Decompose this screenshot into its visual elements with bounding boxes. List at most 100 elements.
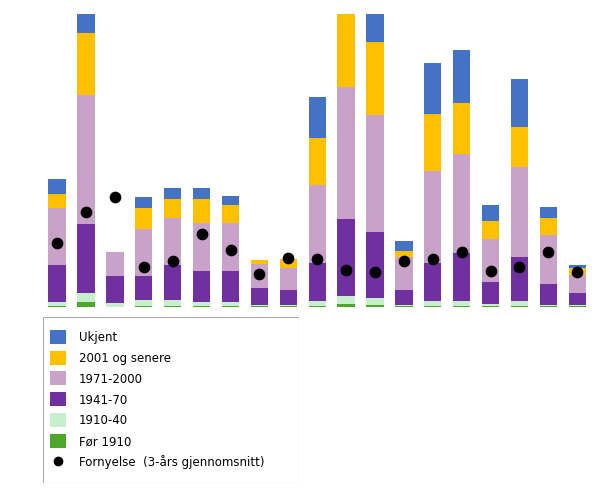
Bar [135,306,152,307]
Bar [106,304,124,307]
Bar [540,208,557,219]
Bar [309,139,326,186]
Bar [337,88,355,220]
Bar [77,294,95,303]
Point [399,258,409,265]
Bar [511,80,528,127]
Bar [453,306,470,307]
Bar [51,330,66,344]
Point [572,269,582,277]
Bar [424,63,442,115]
Bar [453,254,470,302]
Bar [367,0,384,42]
Bar [77,34,95,96]
Bar [135,229,152,277]
Point [457,249,467,257]
Bar [424,306,442,307]
Bar [453,302,470,306]
Bar [511,127,528,168]
Bar [251,305,268,307]
Bar [135,301,152,306]
Bar [222,302,239,306]
Bar [48,302,66,306]
Bar [193,224,210,271]
Bar [48,209,66,265]
Bar [309,306,326,307]
Bar [222,205,239,224]
Bar [193,271,210,302]
Point [254,270,264,278]
Bar [77,224,95,294]
Bar [540,235,557,285]
Bar [367,305,384,307]
Bar [51,371,66,386]
Bar [482,304,499,307]
Bar [48,194,66,209]
Bar [164,306,181,307]
Bar [48,306,66,307]
Bar [222,271,239,302]
Bar [164,200,181,218]
Bar [395,305,412,307]
Bar [395,242,412,252]
Text: 1971-2000: 1971-2000 [79,372,143,385]
Bar [540,305,557,307]
Bar [569,305,586,307]
Bar [367,42,384,116]
Bar [540,285,557,305]
Bar [309,263,326,302]
Bar [51,392,66,407]
Bar [279,305,297,307]
Point [312,256,322,264]
Bar [337,0,355,5]
Bar [569,293,586,305]
Bar [367,299,384,305]
Bar [309,302,326,306]
Bar [337,5,355,88]
Point [197,230,207,238]
Bar [395,290,412,305]
Bar [135,198,152,209]
Bar [106,253,124,276]
Point [486,268,495,276]
Bar [511,168,528,258]
Point [544,249,553,257]
Point [81,208,91,216]
Bar [337,305,355,307]
Bar [482,205,499,222]
Text: 1941-70: 1941-70 [79,393,128,406]
Point [284,254,293,262]
Point [428,256,437,264]
Bar [222,306,239,307]
Bar [511,306,528,307]
Bar [453,51,470,104]
Bar [48,180,66,194]
Bar [337,220,355,296]
Bar [135,277,152,301]
Bar [367,233,384,299]
Bar [222,224,239,271]
Text: 1910-40: 1910-40 [79,414,127,427]
Bar [193,189,210,200]
Bar [569,266,586,268]
Bar [395,252,412,257]
Bar [51,434,66,448]
Bar [51,413,66,427]
Bar [251,288,268,305]
Text: Fornyelse  (3-års gjennomsnitt): Fornyelse (3-års gjennomsnitt) [79,455,264,468]
Point [341,267,351,275]
Bar [51,351,66,365]
Bar [193,306,210,307]
Point [370,269,380,277]
Bar [482,282,499,304]
Bar [309,98,326,139]
Bar [77,0,95,34]
Bar [424,115,442,171]
Bar [511,302,528,306]
Bar [164,301,181,306]
Text: Før 1910: Før 1910 [79,434,131,447]
Bar [569,275,586,293]
Bar [424,302,442,306]
Bar [540,219,557,235]
Bar [106,276,124,304]
